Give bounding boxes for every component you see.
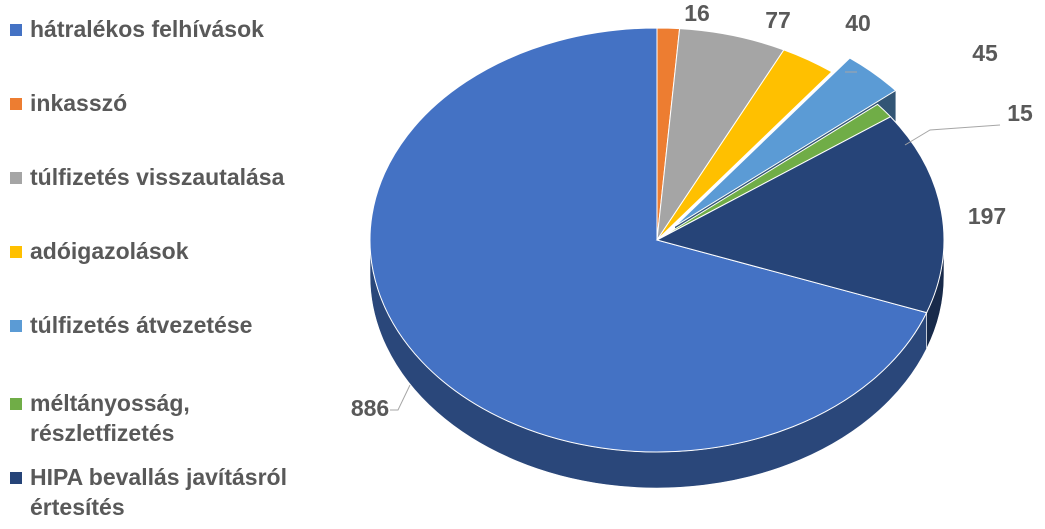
data-label: 45 <box>972 40 998 66</box>
legend-swatch <box>10 246 22 258</box>
pie-tops <box>369 27 945 453</box>
legend-label: méltányosság, részletfizetés <box>30 390 190 446</box>
legend-item: adóigazolások <box>10 236 340 266</box>
legend-label: HIPA bevallás javításról értesítés <box>30 464 287 520</box>
data-label: 15 <box>1007 100 1033 126</box>
data-label: 77 <box>765 7 791 33</box>
legend-label: hátralékos felhívások <box>30 16 264 42</box>
legend-label: adóigazolások <box>30 238 189 264</box>
legend-swatch <box>10 320 22 332</box>
legend-swatch <box>10 98 22 110</box>
legend-label: túlfizetés visszautalása <box>30 164 285 190</box>
legend-label: inkasszó <box>30 90 128 116</box>
legend-item: méltányosság, részletfizetés <box>10 388 340 448</box>
data-label: 40 <box>845 10 871 36</box>
legend-item: hátralékos felhívások <box>10 14 340 44</box>
legend-swatch <box>10 24 22 36</box>
legend-swatch <box>10 398 22 410</box>
legend-item: inkasszó <box>10 88 340 118</box>
legend-item: túlfizetés átvezetése <box>10 310 340 340</box>
pie-slice <box>369 27 928 453</box>
leader-line <box>904 124 1001 146</box>
pie-slice <box>674 57 897 227</box>
leader-line <box>390 384 411 411</box>
data-label: 16 <box>684 0 710 26</box>
pie-slice <box>655 116 945 314</box>
data-label: 197 <box>968 203 1006 229</box>
data-label: 886 <box>351 395 389 421</box>
legend-swatch <box>10 172 22 184</box>
legend-swatch <box>10 472 22 484</box>
legend-item: túlfizetés visszautalása <box>10 162 340 192</box>
legend-item: HIPA bevallás javításról értesítés <box>10 462 340 522</box>
pie-slice <box>656 49 833 241</box>
legend-label: túlfizetés átvezetése <box>30 312 253 338</box>
